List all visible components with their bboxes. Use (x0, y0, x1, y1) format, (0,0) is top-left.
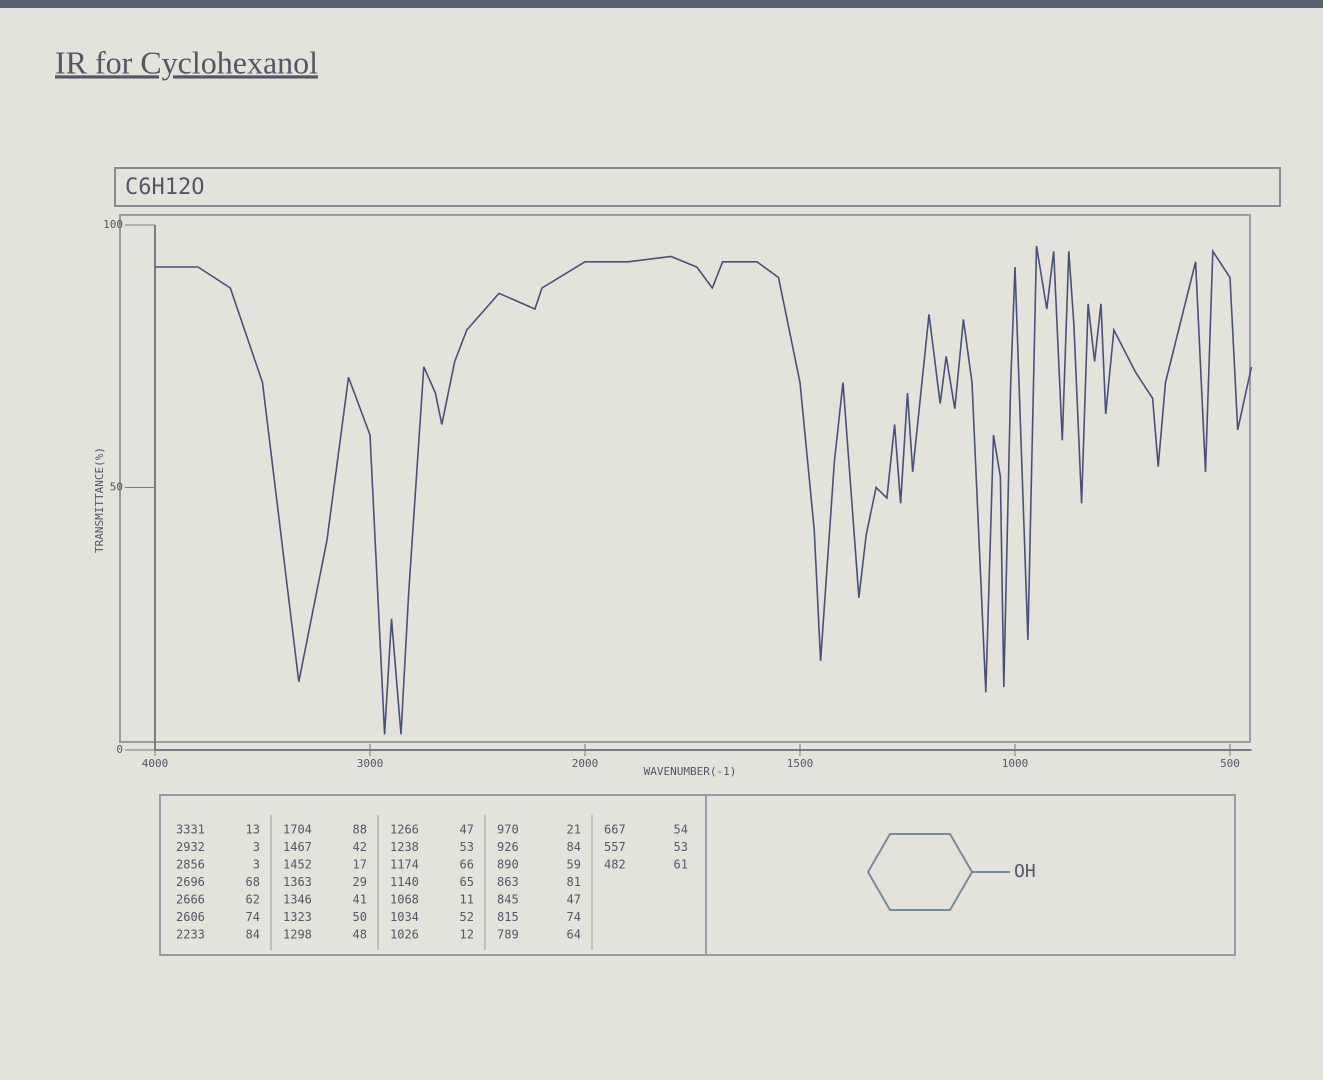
peak-transmittance: 41 (353, 893, 367, 907)
peak-transmittance: 42 (353, 840, 367, 854)
peak-transmittance: 12 (460, 928, 474, 942)
peak-transmittance: 29 (353, 875, 367, 889)
peak-wavenumber: 2666 (176, 893, 205, 907)
peak-transmittance: 65 (460, 875, 474, 889)
peak-transmittance: 50 (353, 910, 367, 924)
peak-wavenumber: 1174 (390, 858, 419, 872)
peak-transmittance: 74 (567, 910, 581, 924)
x-tick-label: 2000 (572, 757, 599, 770)
peak-wavenumber: 1026 (390, 928, 419, 942)
y-tick-label: 100 (103, 218, 123, 231)
peak-transmittance: 84 (567, 840, 581, 854)
peak-wavenumber: 2932 (176, 840, 205, 854)
peak-wavenumber: 1346 (283, 893, 312, 907)
y-axis-label: TRANSMITTANCE(%) (93, 447, 106, 553)
peak-transmittance: 53 (674, 840, 688, 854)
peak-wavenumber: 1323 (283, 910, 312, 924)
peak-transmittance: 3 (253, 840, 260, 854)
peak-transmittance: 84 (246, 928, 260, 942)
peak-transmittance: 74 (246, 910, 260, 924)
peak-transmittance: 54 (674, 823, 688, 837)
formula: C6H12O (125, 175, 204, 200)
peak-wavenumber: 2856 (176, 858, 205, 872)
peak-transmittance: 17 (353, 858, 367, 872)
peak-transmittance: 47 (460, 823, 474, 837)
peak-wavenumber: 1467 (283, 840, 312, 854)
peak-wavenumber: 1452 (283, 858, 312, 872)
screen-edge (0, 0, 1323, 8)
peak-transmittance: 66 (460, 858, 474, 872)
x-tick-label: 1500 (787, 757, 814, 770)
peak-wavenumber: 890 (497, 858, 519, 872)
peak-wavenumber: 1704 (283, 823, 312, 837)
peak-transmittance: 48 (353, 928, 367, 942)
peak-wavenumber: 1068 (390, 893, 419, 907)
peak-wavenumber: 815 (497, 910, 519, 924)
peak-wavenumber: 1363 (283, 875, 312, 889)
formula-box (114, 167, 1281, 207)
peak-wavenumber: 863 (497, 875, 519, 889)
peak-transmittance: 62 (246, 893, 260, 907)
peak-wavenumber: 667 (604, 823, 626, 837)
plot-frame (119, 214, 1251, 743)
peak-transmittance: 61 (674, 858, 688, 872)
x-tick-label: 4000 (142, 757, 169, 770)
y-tick-label: 0 (116, 743, 123, 756)
peak-wavenumber: 789 (497, 928, 519, 942)
peak-transmittance: 3 (253, 858, 260, 872)
peak-wavenumber: 2233 (176, 928, 205, 942)
peak-wavenumber: 482 (604, 858, 626, 872)
peak-table-frame (159, 794, 1236, 956)
peak-wavenumber: 970 (497, 823, 519, 837)
structure-label: OH (1014, 861, 1036, 882)
y-tick-label: 50 (110, 481, 123, 494)
x-tick-label: 500 (1220, 757, 1240, 770)
peak-transmittance: 52 (460, 910, 474, 924)
spectrum-line (155, 245, 1253, 735)
peak-transmittance: 47 (567, 893, 581, 907)
x-axis-label: WAVENUMBER(-1) (644, 765, 737, 778)
peak-transmittance: 13 (246, 823, 260, 837)
peak-wavenumber: 1140 (390, 875, 419, 889)
peak-wavenumber: 1298 (283, 928, 312, 942)
page-title: IR for Cyclohexanol (55, 44, 318, 80)
peak-wavenumber: 3331 (176, 823, 205, 837)
peak-wavenumber: 1034 (390, 910, 419, 924)
peak-wavenumber: 2696 (176, 875, 205, 889)
peak-wavenumber: 845 (497, 893, 519, 907)
peak-transmittance: 53 (460, 840, 474, 854)
peak-wavenumber: 926 (497, 840, 519, 854)
peak-wavenumber: 557 (604, 840, 626, 854)
peak-wavenumber: 1266 (390, 823, 419, 837)
peak-transmittance: 68 (246, 875, 260, 889)
peak-transmittance: 11 (460, 893, 474, 907)
x-tick-label: 3000 (357, 757, 384, 770)
x-tick-label: 1000 (1002, 757, 1029, 770)
peak-wavenumber: 2606 (176, 910, 205, 924)
peak-transmittance: 88 (353, 823, 367, 837)
peak-transmittance: 21 (567, 823, 581, 837)
peak-transmittance: 64 (567, 928, 581, 942)
peak-transmittance: 59 (567, 858, 581, 872)
peak-transmittance: 81 (567, 875, 581, 889)
peak-wavenumber: 1238 (390, 840, 419, 854)
